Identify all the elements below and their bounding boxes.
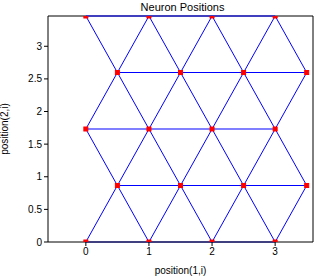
svg-text:3: 3: [272, 246, 278, 257]
svg-text:2: 2: [36, 106, 42, 117]
svg-text:1: 1: [36, 171, 42, 182]
svg-text:0: 0: [83, 246, 89, 257]
svg-text:1.5: 1.5: [28, 139, 42, 150]
svg-text:position(1,i): position(1,i): [155, 265, 207, 276]
svg-text:position(2,i): position(2,i): [8, 103, 10, 155]
svg-text:0.5: 0.5: [28, 204, 42, 215]
svg-text:0: 0: [36, 237, 42, 248]
svg-text:1: 1: [146, 246, 152, 257]
svg-text:2.5: 2.5: [28, 73, 42, 84]
svg-text:2: 2: [209, 246, 215, 257]
svg-text:3: 3: [36, 41, 42, 52]
html-text:Neuron Positions: Neuron Positions: [140, 1, 225, 13]
